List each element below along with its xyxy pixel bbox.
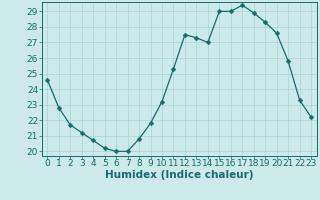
X-axis label: Humidex (Indice chaleur): Humidex (Indice chaleur) <box>105 170 253 180</box>
